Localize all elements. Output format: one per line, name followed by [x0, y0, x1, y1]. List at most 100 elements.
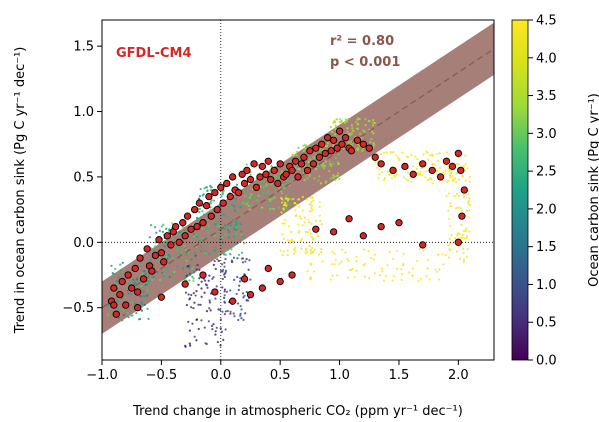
- background-point: [408, 271, 411, 274]
- background-point: [277, 176, 280, 179]
- background-point: [313, 156, 316, 159]
- background-point: [257, 194, 260, 197]
- background-point: [221, 310, 224, 313]
- background-point: [349, 140, 353, 143]
- background-point: [356, 149, 360, 152]
- model-point: [195, 199, 204, 207]
- model-point: [306, 147, 314, 155]
- background-point: [455, 192, 458, 196]
- background-point: [229, 253, 232, 256]
- background-point: [450, 234, 453, 237]
- background-point: [395, 154, 398, 157]
- background-point: [186, 263, 189, 266]
- model-point: [181, 232, 189, 240]
- background-point: [344, 251, 347, 254]
- p-value-annotation: p < 0.001: [330, 55, 400, 70]
- model-point: [136, 254, 144, 262]
- background-point: [183, 245, 186, 248]
- background-point: [318, 214, 321, 217]
- model-point: [229, 173, 237, 181]
- background-point: [308, 203, 311, 206]
- model-point: [276, 277, 284, 286]
- background-point: [425, 150, 428, 153]
- background-point: [373, 144, 376, 147]
- background-point: [447, 179, 450, 182]
- background-point: [202, 252, 205, 255]
- model-point: [436, 173, 445, 181]
- background-point: [211, 251, 214, 254]
- background-point: [227, 236, 230, 239]
- background-point: [463, 169, 467, 172]
- background-point: [198, 268, 201, 271]
- background-point: [310, 204, 314, 207]
- background-point: [324, 180, 328, 183]
- background-point: [274, 175, 278, 178]
- background-point: [240, 230, 243, 233]
- background-point: [188, 267, 191, 270]
- background-point: [415, 167, 419, 170]
- background-point: [309, 196, 312, 199]
- background-point: [259, 208, 262, 211]
- background-point: [173, 270, 176, 274]
- background-point: [462, 196, 466, 199]
- background-point: [232, 278, 236, 282]
- background-point: [458, 257, 462, 260]
- model-point: [139, 275, 148, 283]
- background-point: [422, 153, 425, 156]
- background-point: [330, 263, 333, 266]
- background-point: [235, 222, 238, 226]
- background-point: [184, 229, 187, 232]
- background-point: [310, 263, 313, 266]
- background-point: [421, 174, 424, 177]
- background-point: [347, 117, 350, 121]
- background-point: [465, 235, 469, 238]
- model-point: [335, 127, 344, 135]
- background-point: [198, 195, 202, 198]
- background-point: [247, 204, 251, 208]
- background-point: [438, 166, 441, 170]
- background-point: [462, 229, 466, 233]
- background-point: [448, 237, 451, 240]
- background-point: [282, 250, 285, 253]
- background-point: [402, 176, 405, 179]
- background-point: [296, 150, 299, 153]
- background-point: [367, 249, 370, 253]
- background-point: [447, 209, 450, 213]
- background-point: [373, 253, 377, 256]
- background-point: [313, 248, 316, 251]
- background-point: [288, 241, 291, 244]
- background-point: [298, 230, 301, 233]
- background-point: [400, 268, 403, 271]
- background-point: [334, 133, 337, 136]
- background-point: [245, 203, 249, 206]
- background-point: [310, 200, 313, 203]
- background-point: [294, 250, 297, 253]
- model-point: [118, 277, 126, 286]
- background-point: [240, 215, 243, 218]
- background-point: [450, 170, 453, 173]
- background-point: [329, 163, 332, 166]
- background-point: [348, 268, 351, 272]
- background-point: [243, 242, 246, 245]
- background-point: [187, 293, 190, 296]
- background-point: [356, 123, 360, 126]
- model-point: [191, 205, 199, 214]
- model-point: [167, 241, 175, 249]
- background-point: [446, 181, 449, 184]
- background-point: [294, 209, 297, 212]
- background-point: [259, 194, 262, 198]
- model-point: [187, 225, 195, 233]
- background-point: [312, 199, 315, 202]
- background-point: [237, 318, 240, 322]
- background-point: [341, 248, 344, 251]
- background-point: [319, 219, 322, 222]
- background-point: [304, 251, 307, 254]
- background-point: [219, 308, 222, 312]
- background-point: [298, 168, 301, 171]
- background-point: [146, 288, 149, 291]
- background-point: [410, 180, 413, 183]
- background-point: [283, 201, 287, 204]
- background-point: [386, 264, 389, 267]
- background-point: [444, 253, 447, 257]
- background-point: [386, 170, 390, 173]
